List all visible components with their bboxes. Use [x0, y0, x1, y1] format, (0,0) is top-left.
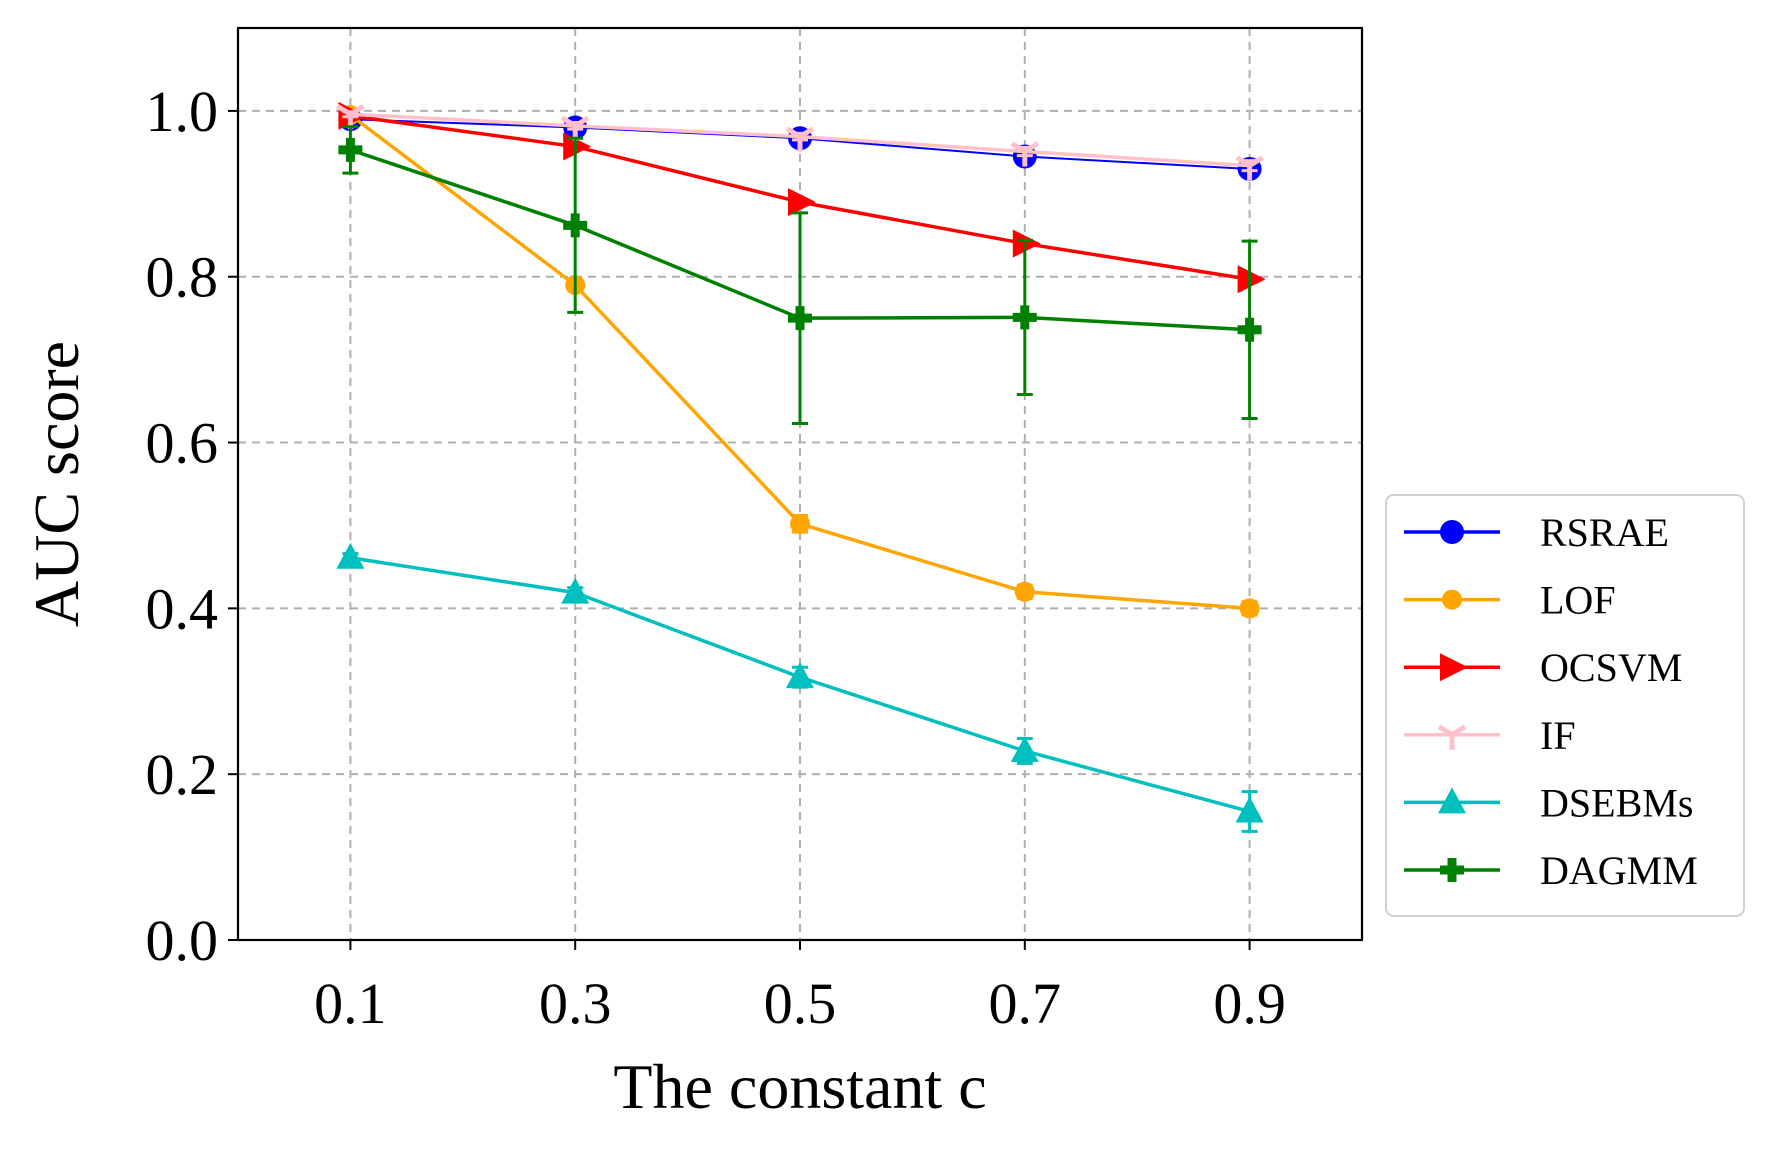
data-point: [336, 542, 365, 569]
x-tick-label: 0.3: [539, 971, 612, 1036]
series-if: [336, 104, 1264, 181]
series-dsebms: [336, 542, 1264, 833]
data-point: [1012, 305, 1037, 330]
data-point: [790, 513, 810, 534]
axes: 0.1 0.3 0.5 0.7 0.9 0.0 0.2 0.4 0.6 0.8 1.0: [146, 79, 1286, 1036]
x-tick-label: 0.1: [314, 971, 387, 1036]
legend-label: DAGMM: [1540, 848, 1698, 893]
legend: RSRAE LOF OCSVM IF DSEBMs DAGMM: [1385, 494, 1745, 917]
data-point: [1237, 265, 1266, 294]
legend-marker: [1440, 520, 1464, 544]
series-layer: [336, 101, 1266, 833]
y-tick-label: 1.0: [146, 79, 219, 144]
series-dagmm: [338, 125, 1262, 425]
data-point: [1012, 229, 1041, 258]
legend-label: LOF: [1540, 578, 1616, 623]
legend-marker: [1438, 787, 1466, 814]
data-point: [1014, 581, 1035, 602]
x-tick-label: 0.9: [1213, 971, 1286, 1036]
legend-item-if: IF: [1404, 713, 1576, 758]
data-point: [1010, 735, 1039, 762]
data-point: [1239, 598, 1260, 619]
legend-marker: [1440, 653, 1468, 682]
y-tick-label: 0.2: [146, 742, 219, 807]
data-point: [788, 306, 812, 331]
x-axis-title: The constant c: [613, 1051, 986, 1122]
legend-item-dagmm: DAGMM: [1404, 848, 1698, 893]
legend-label: OCSVM: [1540, 645, 1682, 690]
legend-item-rsrae: RSRAE: [1404, 510, 1669, 555]
legend-label: RSRAE: [1540, 510, 1669, 555]
data-point: [1235, 796, 1264, 823]
legend-label: DSEBMs: [1540, 780, 1693, 825]
legend-item-dsebms: DSEBMs: [1404, 780, 1693, 825]
data-point: [786, 662, 814, 689]
legend-marker: [1442, 589, 1462, 610]
y-tick-label: 0.4: [146, 576, 219, 641]
legend-item-lof: LOF: [1404, 578, 1616, 623]
data-point: [338, 137, 363, 162]
data-point: [1235, 155, 1264, 181]
data-point: [561, 577, 590, 604]
data-point: [563, 213, 588, 238]
legend-marker: [1440, 858, 1464, 882]
data-point: [1237, 317, 1262, 342]
legend-marker: [1437, 724, 1467, 750]
data-point: [788, 188, 816, 217]
legend-label: IF: [1540, 713, 1576, 758]
y-axis-title: AUC score: [21, 341, 92, 627]
data-point: [785, 126, 815, 152]
data-point: [1010, 141, 1040, 167]
y-tick-label: 0.6: [146, 411, 219, 476]
legend-item-ocsvm: OCSVM: [1404, 645, 1682, 690]
y-tick-label: 0.0: [146, 908, 219, 973]
x-tick-label: 0.5: [764, 971, 837, 1036]
y-tick-label: 0.8: [146, 245, 219, 310]
series-ocsvm: [338, 101, 1266, 294]
x-tick-label: 0.7: [989, 971, 1062, 1036]
grid: [238, 28, 1362, 940]
